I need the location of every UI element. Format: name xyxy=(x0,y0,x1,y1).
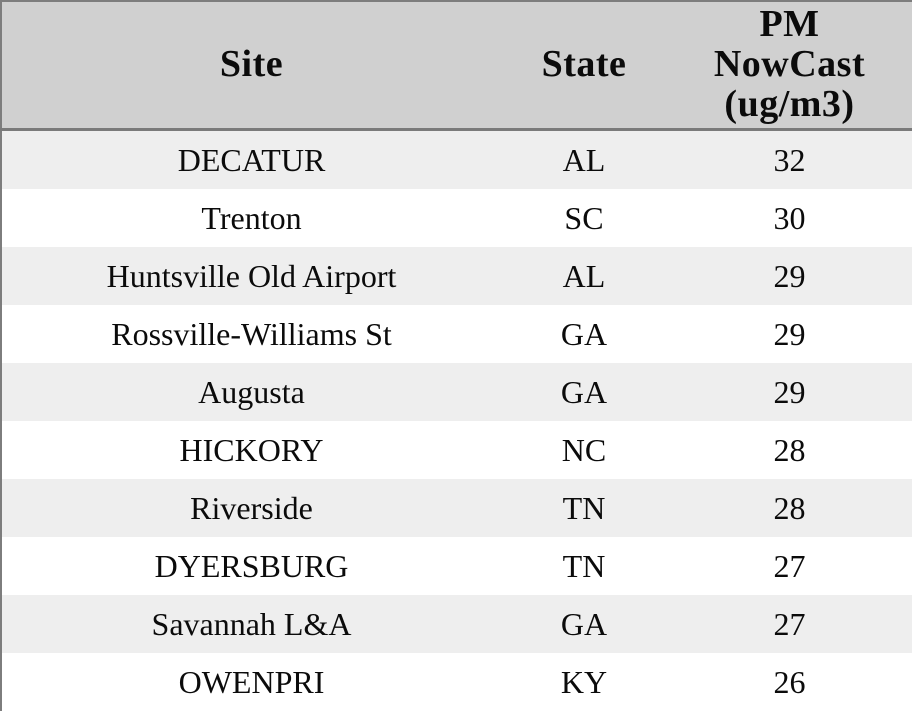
value-cell: 29 xyxy=(773,373,806,410)
header-state: State xyxy=(501,1,667,131)
header-row: Site State PM NowCast (ug/m3) xyxy=(1,1,912,131)
table-row: OWENPRI KY 26 xyxy=(1,653,912,711)
site-cell: DECATUR xyxy=(177,141,326,178)
site-cell: Augusta xyxy=(198,373,305,410)
value-cell: 32 xyxy=(773,141,806,178)
value-cell: 27 xyxy=(773,605,806,642)
header-pm-nowcast: PM NowCast (ug/m3) xyxy=(667,1,912,131)
site-cell: Trenton xyxy=(201,199,302,236)
state-cell: GA xyxy=(560,315,608,352)
header-pm-line3: (ug/m3) xyxy=(724,82,855,125)
state-cell: TN xyxy=(562,489,606,526)
site-cell: Huntsville Old Airport xyxy=(106,257,397,294)
table-row: HICKORY NC 28 xyxy=(1,421,912,479)
table-row: Augusta GA 29 xyxy=(1,363,912,421)
value-cell: 29 xyxy=(773,257,806,294)
site-cell: Savannah L&A xyxy=(151,605,352,642)
site-cell: Riverside xyxy=(190,489,313,526)
header-pm-line2: NowCast xyxy=(713,43,866,86)
site-cell: HICKORY xyxy=(179,431,324,468)
state-cell: KY xyxy=(560,663,608,700)
table-row: Rossville-Williams St GA 29 xyxy=(1,305,912,363)
value-cell: 28 xyxy=(773,431,806,468)
state-cell: AL xyxy=(562,257,606,294)
value-cell: 29 xyxy=(773,315,806,352)
table-row: DYERSBURG TN 27 xyxy=(1,537,912,595)
header-site: Site xyxy=(1,1,501,131)
table-body: DECATUR AL 32 Trenton SC 30 Huntsville O… xyxy=(1,129,912,711)
table-row: Savannah L&A GA 27 xyxy=(1,595,912,653)
state-cell: GA xyxy=(560,605,608,642)
table-row: Riverside TN 28 xyxy=(1,479,912,537)
state-cell: TN xyxy=(562,547,606,584)
state-cell: GA xyxy=(560,373,608,410)
state-cell: NC xyxy=(561,431,607,468)
site-cell: OWENPRI xyxy=(178,663,325,700)
table-row: Trenton SC 30 xyxy=(1,189,912,247)
value-cell: 27 xyxy=(773,547,806,584)
value-cell: 30 xyxy=(773,199,806,236)
site-cell: Rossville-Williams St xyxy=(111,315,392,352)
value-cell: 28 xyxy=(773,489,806,526)
header-pm-line1: PM xyxy=(759,3,820,46)
table-header: Site State PM NowCast (ug/m3) xyxy=(1,1,912,131)
table-row: DECATUR AL 32 xyxy=(1,129,912,189)
state-cell: SC xyxy=(564,199,604,236)
table-row: Huntsville Old Airport AL 29 xyxy=(1,247,912,305)
value-cell: 26 xyxy=(773,663,806,700)
state-cell: AL xyxy=(562,141,606,178)
site-cell: DYERSBURG xyxy=(154,547,349,584)
